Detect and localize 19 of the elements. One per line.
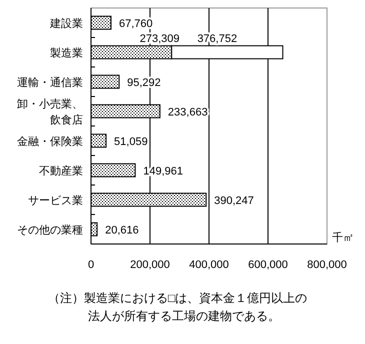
y-tick-label: 運輸・通信業: [17, 76, 83, 89]
y-tick-label: 卸・小売業、飲食店: [17, 97, 83, 126]
x-tick-label: 200,000: [130, 259, 170, 271]
x-tick-label: 400,000: [189, 259, 229, 271]
data-label: 233,663: [168, 106, 208, 118]
x-axis-title: 千㎡: [332, 231, 354, 244]
data-label: 20,616: [105, 224, 139, 236]
data-label: 51,059: [114, 136, 148, 148]
y-tick-label: 建設業: [49, 16, 83, 30]
y-tick-label: その他の業種: [17, 224, 83, 236]
y-tick-label: サービス業: [28, 194, 83, 207]
x-tick-label: 800,000: [307, 259, 347, 271]
y-tick-label: 金融・保険業: [17, 136, 83, 148]
x-tick-label: 600,000: [248, 259, 288, 271]
y-tick-label: 製造業: [50, 46, 83, 60]
data-label: 390,247: [214, 194, 254, 207]
x-tick-label: 0: [88, 259, 94, 271]
y-tick-label: 不動産業: [39, 164, 83, 178]
text: （注）製造業における□は、資本金１億円以上の法人が所有する工場の建物である。: [48, 290, 308, 325]
